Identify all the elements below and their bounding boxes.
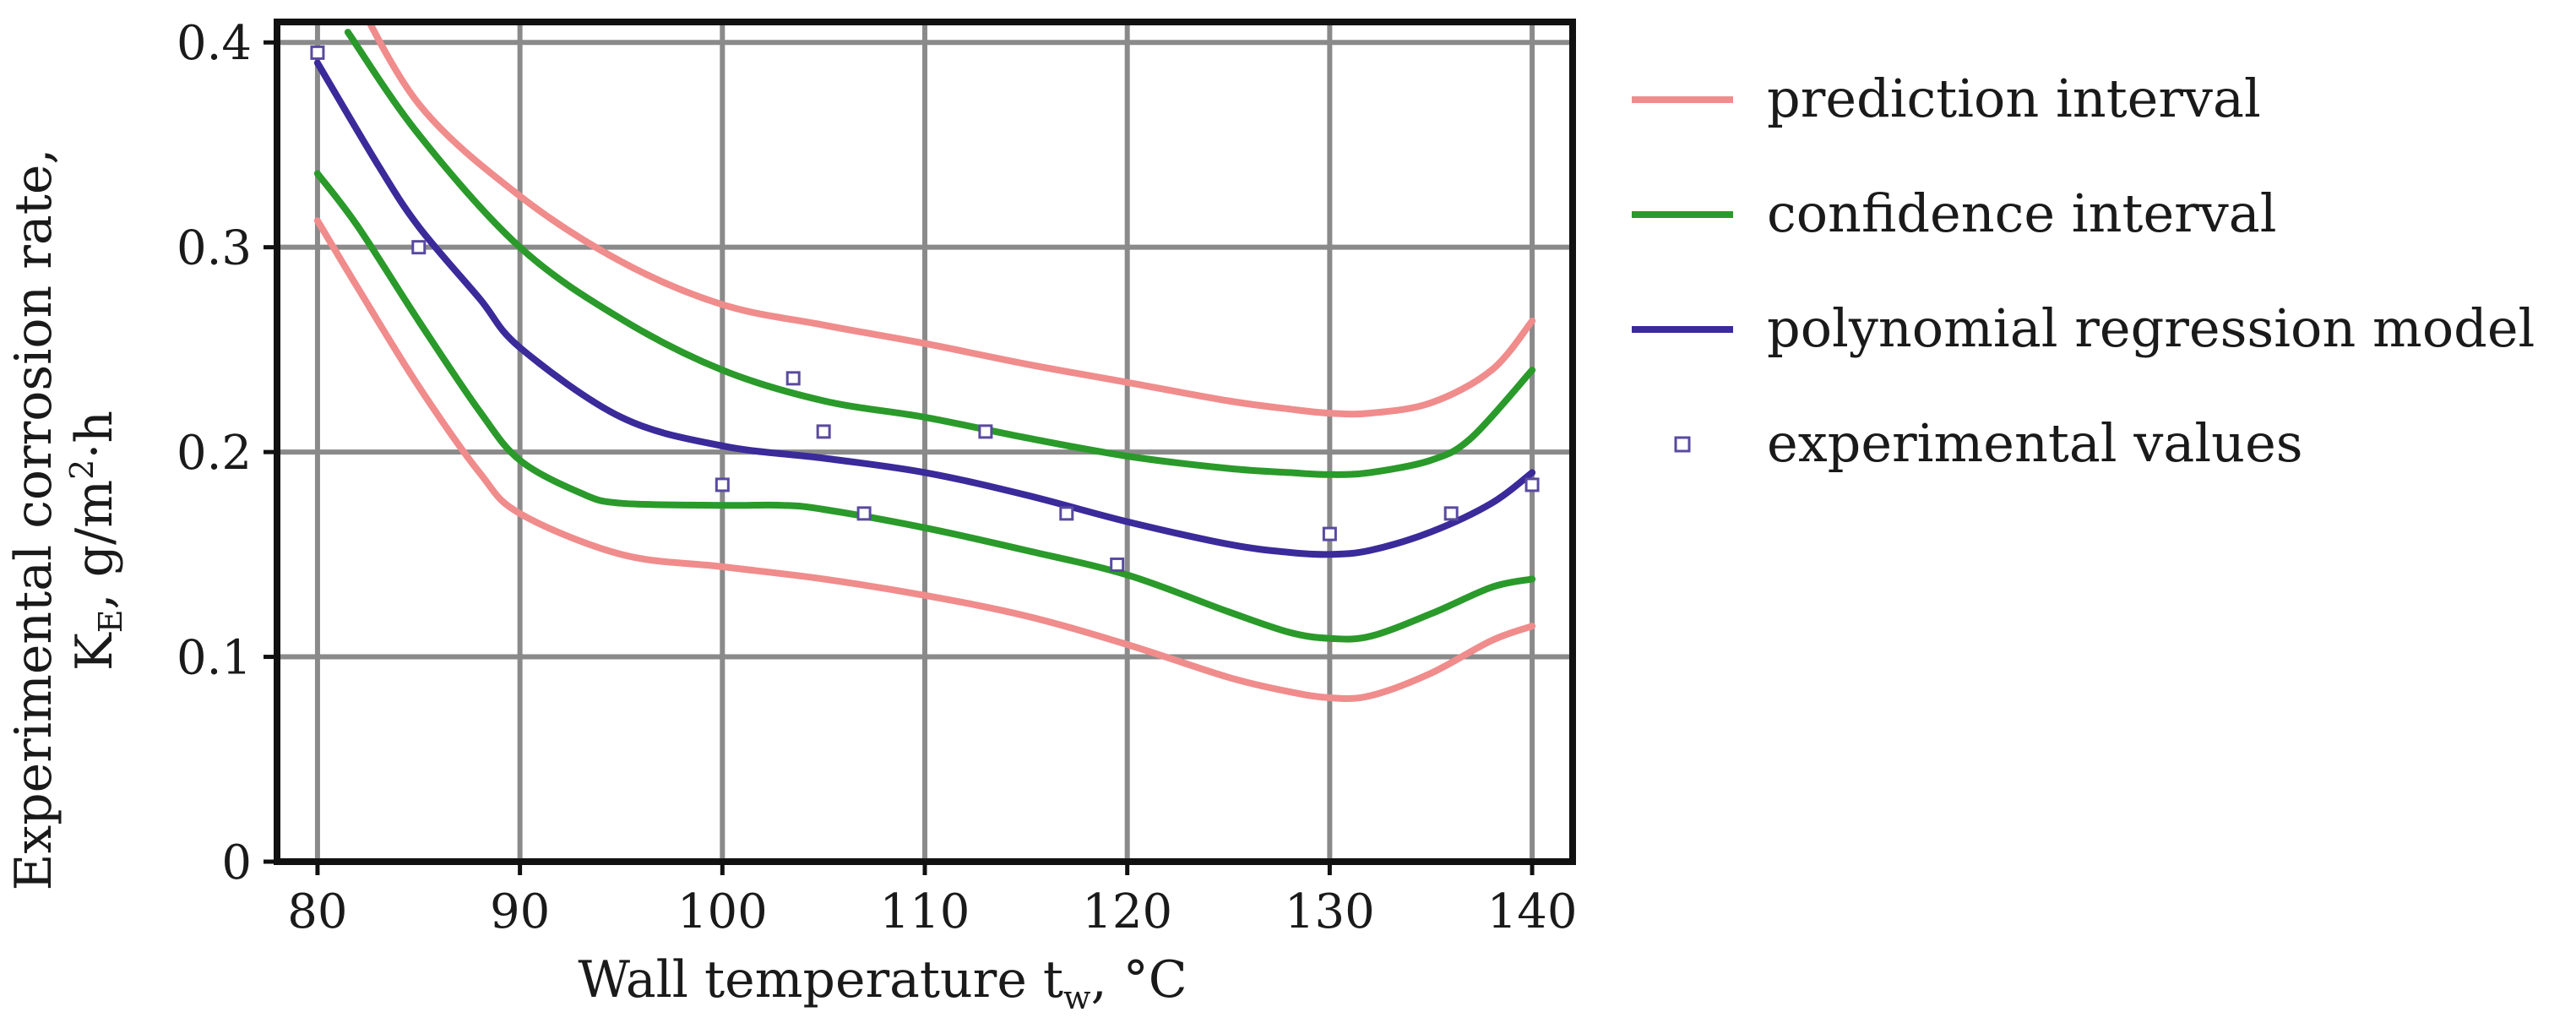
x-axis-title: Wall temperature tw, °C [578, 950, 1187, 1016]
experimental-point [1322, 526, 1337, 541]
experimental-point [816, 424, 831, 439]
y-tick-label: 0.1 [177, 631, 252, 686]
series-line-pred-upper [365, 22, 1536, 418]
y-axis-title-superscript: 2 [63, 460, 101, 480]
experimental-point [978, 424, 993, 439]
y-axis-title-unit: , g/m [65, 480, 124, 610]
x-tick-label: 110 [880, 884, 970, 939]
y-tick-label: 0.3 [177, 221, 252, 276]
y-axis-title-line1-text: Experimental corrosion rate, [4, 149, 63, 891]
y-axis-title-line1: Experimental corrosion rate, [4, 149, 63, 891]
y-axis-title-k: K [65, 632, 124, 671]
y-tick-label: 0.4 [177, 16, 252, 71]
legend-label: polynomial regression model [1767, 297, 2535, 359]
x-tick-label: 130 [1285, 884, 1375, 939]
y-tick-label: 0.2 [177, 426, 252, 481]
experimental-point [310, 45, 325, 60]
y-axis-title-line2: KE, g/m2·h [63, 411, 129, 671]
experimental-point [411, 240, 427, 255]
x-tick-label: 90 [490, 884, 550, 939]
series-line-regression [313, 59, 1536, 558]
x-tick-label: 120 [1082, 884, 1172, 939]
legend-item: confidence interval [1632, 182, 2277, 244]
experimental-point [715, 477, 730, 492]
points-layer [310, 45, 1540, 572]
grid [277, 22, 1573, 864]
legend-label: prediction interval [1767, 68, 2261, 129]
experimental-point [856, 506, 872, 521]
x-tick-label: 140 [1487, 884, 1578, 939]
x-axis-title-main: Wall temperature t [578, 950, 1063, 1009]
legend-swatch-marker [1674, 436, 1691, 453]
experimental-point [785, 371, 801, 386]
legend-label: experimental values [1767, 412, 2303, 474]
experimental-point [1524, 477, 1540, 492]
experimental-point [1443, 506, 1459, 521]
legend-item: prediction interval [1632, 68, 2261, 129]
x-tick-label: 80 [287, 884, 347, 939]
x-axis-title-unit: , °C [1091, 950, 1187, 1009]
x-axis-ticks: 80 90 100 110 120 130 140 [287, 862, 1578, 939]
legend-item: polynomial regression model [1632, 297, 2535, 359]
series-line-pred-lower [313, 217, 1536, 702]
y-axis-title-tail: ·h [65, 411, 124, 460]
x-axis-title-subscript: w [1063, 979, 1091, 1016]
y-axis-title-k-subscript: E [92, 610, 129, 634]
y-axis-ticks: 0 0.1 0.2 0.3 0.4 [177, 16, 277, 890]
experimental-point [1059, 506, 1074, 521]
y-tick-label: 0 [221, 835, 252, 890]
x-tick-label: 100 [677, 884, 768, 939]
experimental-point [1110, 557, 1125, 572]
legend-label: confidence interval [1767, 182, 2277, 244]
legend: prediction interval confidence interval po… [1632, 68, 2535, 474]
legend-item: experimental values [1674, 412, 2303, 474]
